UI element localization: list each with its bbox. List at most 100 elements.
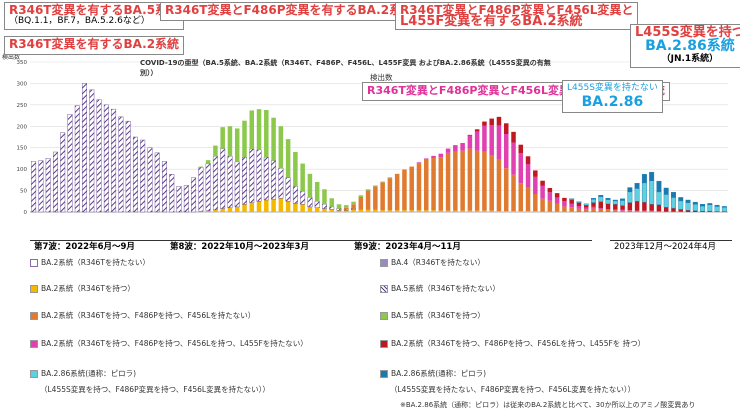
bar-segment <box>82 83 87 213</box>
bar-segment <box>176 186 182 213</box>
bar-segment <box>460 210 465 212</box>
bar-segment <box>227 207 233 212</box>
bar-segment <box>591 208 596 212</box>
bar-segment <box>45 158 51 213</box>
bar-segment <box>402 169 407 211</box>
bar-segment <box>60 132 66 213</box>
bar-segment <box>351 208 357 210</box>
bar-segment <box>613 204 618 210</box>
bar-segment <box>445 148 451 153</box>
bar-segment <box>300 191 306 205</box>
bar-segment <box>671 208 676 212</box>
bar-segment <box>467 134 473 136</box>
legend-item-1: BA.4（R346Tを持たない） <box>380 257 485 268</box>
bar-segment <box>474 210 480 212</box>
bar-segment <box>642 202 647 211</box>
bar-segment <box>627 202 633 211</box>
bar-segment <box>518 153 524 184</box>
bar-segment <box>707 204 713 212</box>
legend-label-6: BA.2系統（R346Tを持つ、F486Pを持つ、F456Lを持つ、L455Fを… <box>41 339 308 348</box>
bar-segment <box>300 163 305 192</box>
bar-segment <box>605 203 611 209</box>
bar-segment <box>482 210 487 212</box>
bar-segment <box>31 161 37 213</box>
bar-segment <box>343 209 349 211</box>
bar-segment <box>540 180 545 186</box>
bar-segment <box>547 188 553 193</box>
annotation-ba2-f486p: R346T変異とF486P変異を有するBA.2系統 <box>160 2 419 21</box>
legend-swatch-6 <box>30 340 38 348</box>
bar-segment <box>663 211 669 213</box>
bar-segment <box>671 211 676 213</box>
bar-segment <box>438 153 444 158</box>
legend-swatch-0 <box>30 259 38 267</box>
bar-segment <box>671 192 676 198</box>
bar-segment <box>271 199 276 212</box>
bar-segment <box>307 173 313 198</box>
bar-segment <box>256 201 262 212</box>
bar-segment <box>511 174 516 212</box>
chart-bars <box>31 83 727 213</box>
bar-segment <box>714 211 720 213</box>
bar-segment <box>402 210 407 212</box>
bar-segment <box>482 125 487 152</box>
bar-segment <box>562 201 567 207</box>
bar-segment <box>569 211 574 213</box>
legend-item-8-detail: （L455S変異を持つ、F486P変異を持つ、F456L変異を持たない）） <box>40 385 270 394</box>
bar-segment <box>264 200 269 212</box>
annotation-ba2-l455f-line2: L455F変異を有するBA.2系統 <box>400 14 583 29</box>
chart-title: COVID-19の亜型（BA.5系統、BA.2系統（R346T、F486P、F4… <box>140 59 551 77</box>
legend-label-1: BA.4（R346Tを持たない） <box>391 258 485 267</box>
bar-segment <box>322 208 327 212</box>
bar-segment <box>234 161 240 208</box>
bar-segment <box>373 185 378 187</box>
bar-segment <box>132 136 138 213</box>
bar-segment <box>351 201 356 205</box>
bar-segment <box>620 209 625 211</box>
annotation-ba5-r346t: R346T変異を有するBA.5系統 （BQ.1.1，BF.7，BA.5.2.6な… <box>4 2 185 30</box>
y-tick-label: 50 <box>20 189 27 195</box>
bar-segment <box>707 203 713 205</box>
bar-segment <box>358 209 364 212</box>
bar-segment <box>721 206 727 208</box>
bar-segment <box>213 209 218 212</box>
annotation-ba5-r346t-text: R346T変異を有するBA.5系統 <box>9 3 180 17</box>
bar-segment <box>605 198 611 200</box>
bar-segment <box>445 210 451 212</box>
bar-segment <box>569 203 574 208</box>
y-tick-label: 150 <box>17 146 28 152</box>
bar-segment <box>416 163 422 211</box>
bar-segment <box>525 164 531 188</box>
bar-segment <box>612 199 618 202</box>
bar-segment <box>627 191 633 203</box>
legend-label-4: BA.2系統（R346Tを持つ、F486Pを持つ、F456Lを持たない） <box>41 311 256 320</box>
bar-segment <box>358 197 364 210</box>
bar-segment <box>329 209 334 212</box>
y-tick-label: 300 <box>17 81 28 87</box>
annotation-ba2-r346t-text: R346T変異を有するBA.2系統 <box>9 37 180 51</box>
wave-9: 第9波：2023年4月～11月 <box>350 240 592 254</box>
bar-segment <box>453 145 458 152</box>
legend-item-2: BA.2系統（R346Tを持つ） <box>30 283 135 294</box>
bar-segment <box>634 188 640 202</box>
bar-segment <box>503 211 509 212</box>
bar-segment <box>707 211 713 212</box>
bar-segment <box>583 209 589 212</box>
bar-segment <box>547 211 553 213</box>
bar-segment <box>212 156 218 211</box>
y-tick-label: 250 <box>17 103 28 109</box>
bar-segment <box>533 194 538 212</box>
bar-segment <box>576 206 582 209</box>
bar-segment <box>721 207 727 212</box>
bar-segment <box>511 211 516 212</box>
bar-segment <box>285 177 291 202</box>
bar-segment <box>656 211 662 213</box>
bar-segment <box>474 129 480 132</box>
bar-segment <box>474 131 480 151</box>
bar-segment <box>533 211 538 212</box>
bar-segment <box>656 204 662 212</box>
bar-segment <box>271 160 277 200</box>
bar-segment <box>154 152 160 213</box>
bar-segment <box>220 208 225 212</box>
bar-segment <box>671 197 676 209</box>
